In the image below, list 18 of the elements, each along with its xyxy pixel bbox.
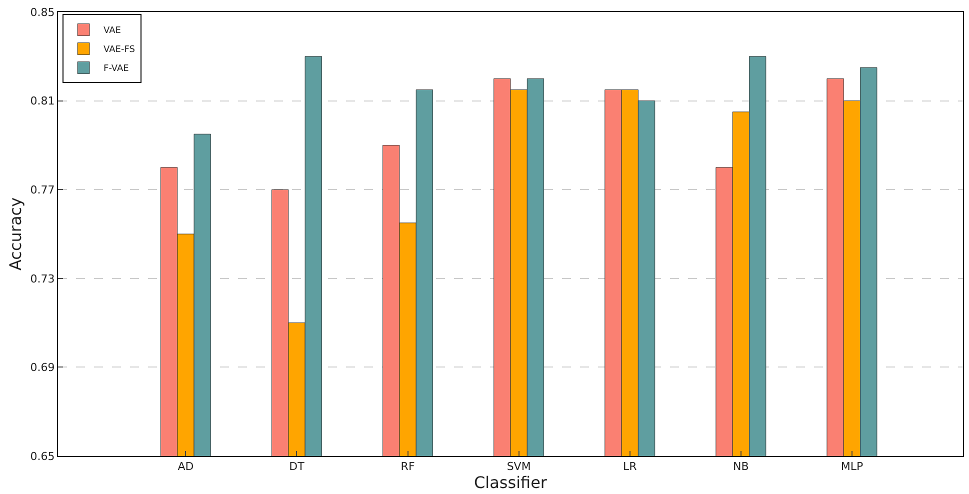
x-tick-label: MLP [840, 460, 864, 474]
x-tick-label: LR [622, 460, 638, 474]
y-tick-label: 0.69 [30, 361, 55, 374]
y-tick-label: 0.81 [30, 94, 55, 108]
y-tick-label: 0.85 [30, 6, 55, 19]
x-tick-label: RF [400, 460, 415, 474]
y-tick-label: 0.73 [30, 272, 55, 286]
legend-label: VAE [104, 26, 122, 36]
y-tick-label: 0.77 [30, 183, 55, 196]
x-tick-label: SVM [506, 460, 531, 474]
x-axis-title: Classifier [474, 473, 548, 492]
x-tick-label: AD [178, 460, 194, 474]
x-tick-label: DT [289, 460, 305, 474]
y-axis-title: Accuracy [6, 197, 26, 271]
legend-label: F-VAE [104, 64, 130, 74]
legend-label: VAE-FS [104, 45, 136, 56]
x-tick-label: NB [733, 460, 749, 474]
y-tick-label: 0.65 [30, 450, 55, 463]
